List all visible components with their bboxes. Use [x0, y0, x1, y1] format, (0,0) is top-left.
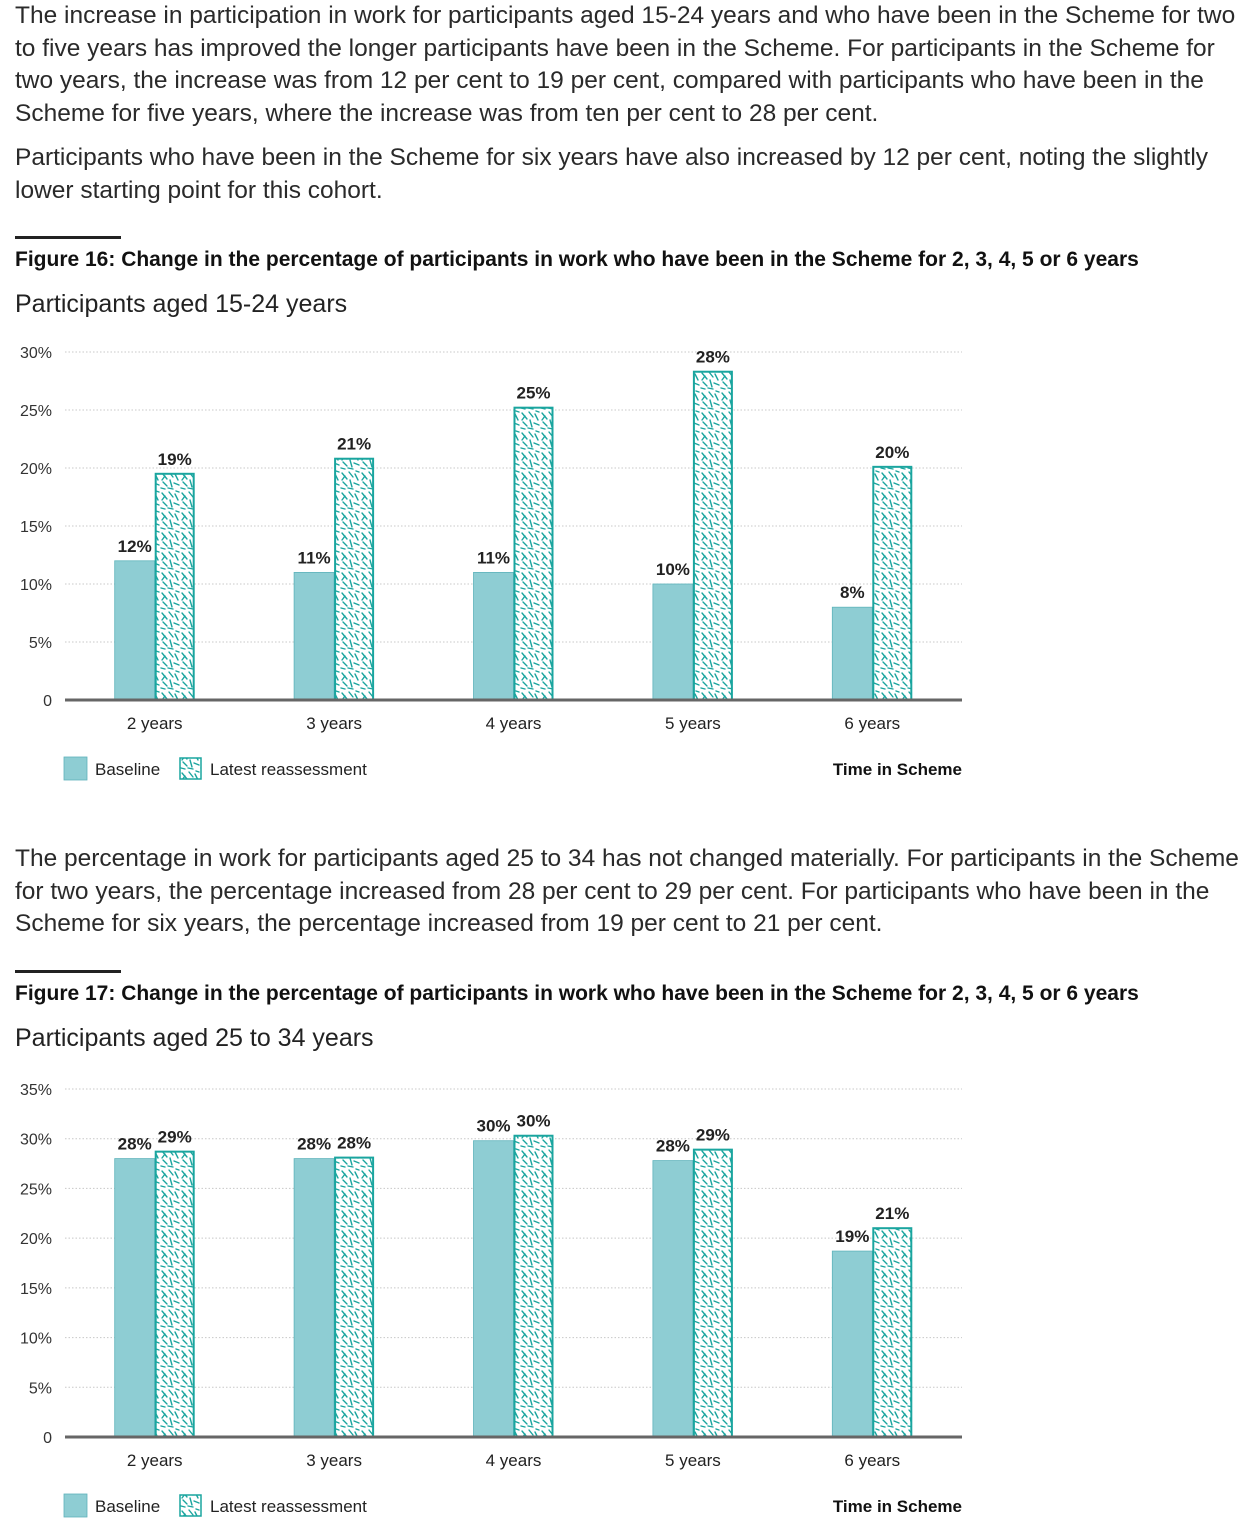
x-tick-label: 3 years: [306, 714, 362, 733]
y-tick-label: 0: [43, 1430, 52, 1447]
intro-paragraph-2: Participants who have been in the Scheme…: [15, 144, 1209, 204]
legend-baseline-swatch: [63, 1493, 88, 1518]
y-tick-label: 25%: [20, 1181, 52, 1198]
baseline-data-label: 19%: [835, 1227, 869, 1246]
intro-paragraph-3: The percentage in work for participants …: [15, 845, 1239, 937]
intro-paragraph-1: The increase in participation in work fo…: [15, 2, 1236, 127]
baseline-bar: [114, 560, 156, 701]
x-tick-label: 4 years: [486, 1451, 542, 1470]
y-tick-label: 25%: [20, 403, 52, 420]
baseline-data-label: 28%: [656, 1137, 690, 1156]
latest-reassessment-bar: [692, 1148, 733, 1438]
baseline-bar: [473, 571, 514, 701]
latest-reassessment-bar: [872, 465, 913, 701]
baseline-bar: [652, 583, 694, 701]
x-tick-label: 2 years: [127, 714, 183, 733]
figure-17-subtitle: Participants aged 25 to 34 years: [15, 1024, 374, 1052]
y-tick-label: 20%: [20, 1231, 52, 1248]
latest-reassessment-bar: [513, 1134, 554, 1439]
baseline-data-label: 11%: [477, 548, 510, 567]
baseline-bar: [293, 1158, 335, 1438]
y-tick-label: 5%: [29, 1380, 52, 1397]
x-axis-title: Time in Scheme: [833, 760, 962, 779]
baseline-bar: [293, 571, 335, 701]
baseline-data-label: 11%: [298, 548, 331, 567]
figure-16-title: Figure 16: Change in the percentage of p…: [15, 248, 1139, 271]
y-tick-label: 5%: [29, 635, 52, 652]
legend-latest-swatch: [179, 1494, 202, 1517]
y-tick-label: 30%: [20, 345, 52, 362]
baseline-data-label: 28%: [297, 1135, 331, 1154]
latest-reassessment-bar: [334, 1156, 375, 1438]
baseline-data-label: 10%: [656, 560, 690, 579]
baseline-data-label: 28%: [118, 1135, 152, 1154]
latest-reassessment-bar: [872, 1227, 913, 1438]
baseline-bar: [831, 1250, 873, 1438]
baseline-data-label: 8%: [840, 583, 865, 602]
latest-data-label: 29%: [158, 1128, 192, 1147]
latest-reassessment-bar: [692, 370, 733, 701]
latest-data-label: 29%: [696, 1126, 730, 1145]
y-tick-label: 20%: [20, 461, 52, 478]
x-tick-label: 4 years: [486, 714, 542, 733]
y-tick-label: 0: [43, 693, 52, 710]
latest-reassessment-bar: [154, 472, 195, 701]
figure-17-chart: 0 5% 10% 15% 20% 25% 30% 35% 28% 29% 2 years 28% 28%…: [20, 1082, 962, 1518]
latest-data-label: 25%: [516, 384, 550, 403]
legend-baseline-label: Baseline: [95, 760, 160, 779]
legend-baseline-swatch: [63, 756, 88, 781]
x-tick-label: 5 years: [665, 1451, 721, 1470]
baseline-data-label: 30%: [476, 1117, 510, 1136]
figure-17-title: Figure 17: Change in the percentage of p…: [15, 982, 1139, 1005]
x-tick-label: 6 years: [844, 714, 900, 733]
figure-16-chart: 0 5% 10% 15% 20% 25% 30% 12% 19% 2 years 11% 21% 3 y…: [20, 345, 962, 781]
legend-baseline-label: Baseline: [95, 1497, 160, 1516]
figure-17-rule: [15, 970, 121, 973]
baseline-bar: [114, 1158, 156, 1438]
y-tick-label: 15%: [20, 1281, 52, 1298]
latest-reassessment-bar: [334, 457, 375, 701]
baseline-bar: [831, 606, 873, 701]
latest-data-label: 21%: [337, 435, 371, 454]
legend-latest-label: Latest reassessment: [210, 1497, 367, 1516]
baseline-data-label: 12%: [118, 537, 152, 556]
latest-reassessment-bar: [513, 406, 554, 702]
latest-data-label: 20%: [875, 443, 909, 462]
latest-reassessment-bar: [154, 1150, 195, 1438]
latest-data-label: 21%: [875, 1204, 909, 1223]
y-tick-label: 10%: [20, 577, 52, 594]
latest-data-label: 19%: [158, 450, 192, 469]
x-axis-title: Time in Scheme: [833, 1497, 962, 1516]
baseline-bar: [652, 1160, 694, 1438]
x-tick-label: 6 years: [844, 1451, 900, 1470]
legend-latest-label: Latest reassessment: [210, 760, 367, 779]
y-tick-label: 15%: [20, 519, 52, 536]
latest-data-label: 30%: [516, 1112, 550, 1131]
latest-data-label: 28%: [696, 348, 730, 367]
figure-16-subtitle: Participants aged 15-24 years: [15, 290, 348, 318]
latest-data-label: 28%: [337, 1134, 371, 1153]
y-tick-label: 10%: [20, 1331, 52, 1348]
y-tick-label: 35%: [20, 1082, 52, 1099]
figure-16-rule: [15, 236, 121, 239]
x-tick-label: 3 years: [306, 1451, 362, 1470]
baseline-bar: [473, 1140, 514, 1438]
legend-latest-swatch: [179, 757, 202, 780]
x-tick-label: 2 years: [127, 1451, 183, 1470]
y-tick-label: 30%: [20, 1132, 52, 1149]
x-tick-label: 5 years: [665, 714, 721, 733]
